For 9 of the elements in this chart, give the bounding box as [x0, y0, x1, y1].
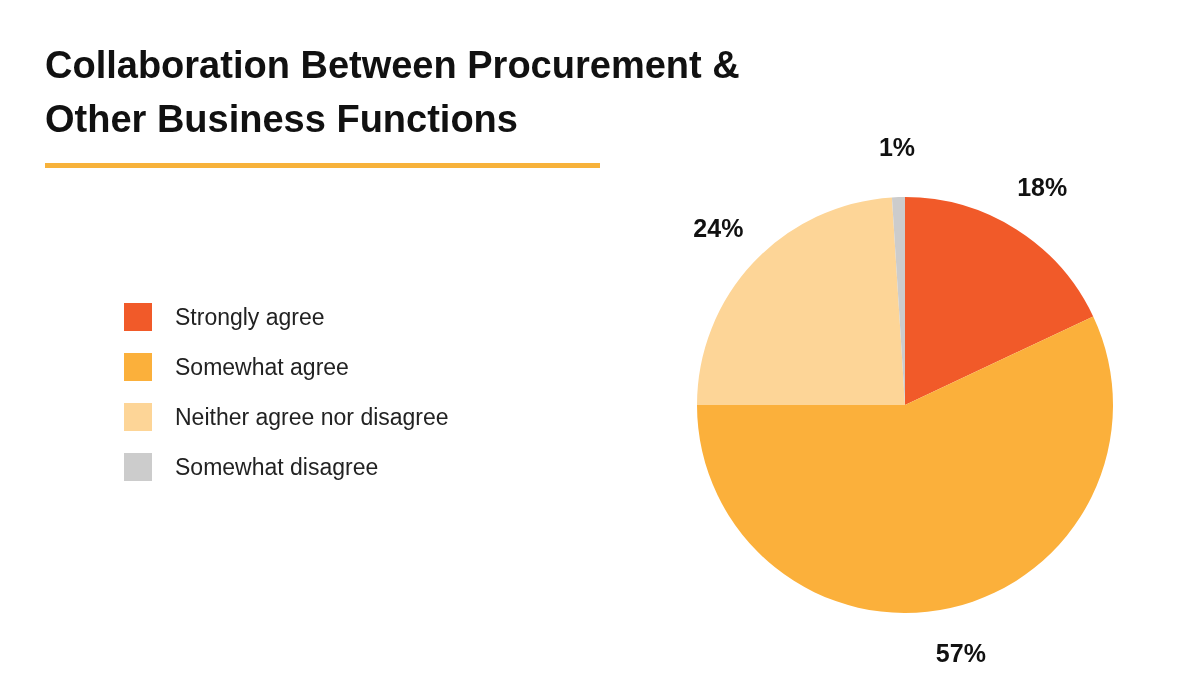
- data-label: 24%: [693, 213, 744, 242]
- legend-label: Strongly agree: [175, 303, 325, 331]
- data-label: 18%: [1017, 172, 1068, 201]
- legend-label: Neither agree nor disagree: [175, 403, 449, 431]
- legend-label: Somewhat agree: [175, 353, 349, 381]
- data-label: 57%: [935, 638, 986, 667]
- data-label: 1%: [878, 133, 916, 162]
- chart-title: Collaboration Between Procurement & Other Business Functions: [45, 43, 741, 142]
- legend-label: Somewhat disagree: [175, 453, 379, 481]
